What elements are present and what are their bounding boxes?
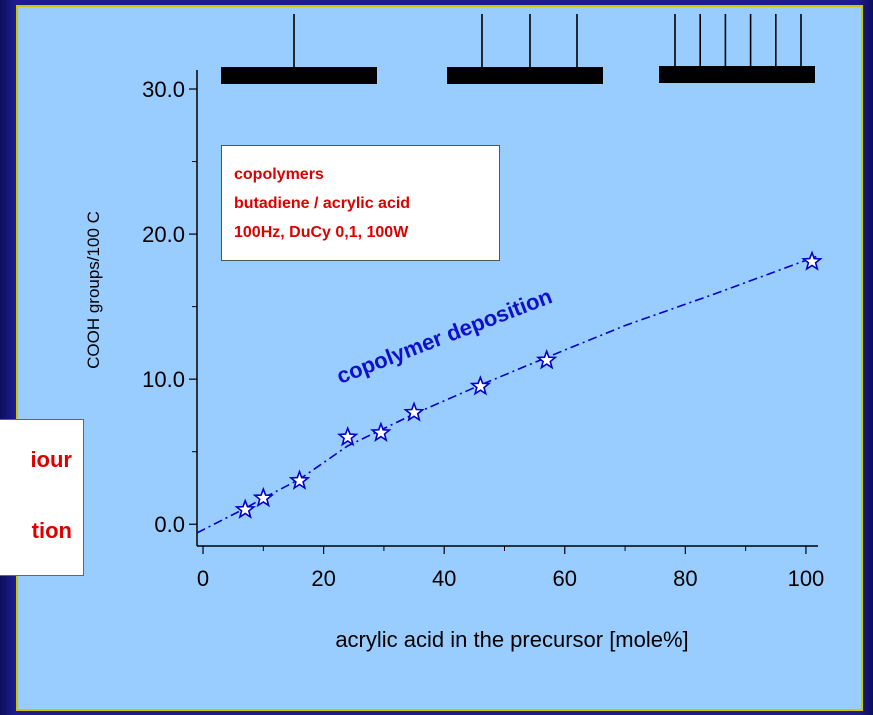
x-tick-label: 40 bbox=[432, 566, 456, 591]
x-tick-label: 60 bbox=[553, 566, 577, 591]
y-axis-label: COOH groups/100 C bbox=[84, 211, 103, 369]
y-tick-label: 30.0 bbox=[142, 77, 185, 102]
star-marker bbox=[252, 486, 275, 508]
y-tick-label: 10.0 bbox=[142, 367, 185, 392]
star-marker bbox=[801, 250, 823, 271]
side-note-line-2: tion bbox=[31, 518, 72, 543]
x-tick-label: 20 bbox=[311, 566, 335, 591]
star-marker bbox=[403, 401, 425, 422]
x-tick-label: 80 bbox=[673, 566, 697, 591]
legend-line-1: copolymers bbox=[234, 166, 324, 183]
x-tick-label: 100 bbox=[788, 566, 825, 591]
polymer-backbone bbox=[221, 67, 377, 84]
legend-line-2: butadiene / acrylic acid bbox=[234, 195, 411, 212]
y-tick-label: 0.0 bbox=[154, 512, 185, 537]
star-marker bbox=[234, 498, 256, 519]
star-marker bbox=[337, 425, 359, 447]
polymer-backbone bbox=[447, 67, 603, 84]
tick-marks bbox=[189, 88, 807, 554]
polymer-backbone bbox=[659, 66, 815, 83]
x-axis-label: acrylic acid in the precursor [mole%] bbox=[335, 627, 688, 652]
side-note-box: iour tion bbox=[0, 419, 84, 576]
plot-panel bbox=[16, 5, 863, 711]
star-marker bbox=[535, 349, 558, 370]
x-tick-label: 0 bbox=[197, 566, 209, 591]
star-marker bbox=[288, 469, 311, 490]
axes bbox=[196, 70, 818, 547]
y-tick-label: 20.0 bbox=[142, 222, 185, 247]
tick-labels: 0 20 40 60 80 100 0.0 10.0 20.0 30.0 bbox=[142, 77, 824, 591]
side-note-line-1: iour bbox=[30, 447, 72, 472]
polymer-structure-icons bbox=[221, 14, 815, 84]
star-marker bbox=[370, 421, 392, 442]
legend-box: copolymers butadiene / acrylic acid 100H… bbox=[221, 145, 500, 261]
copolymer-deposition-annotation: copolymer deposition bbox=[333, 283, 555, 388]
legend-line-3: 100Hz, DuCy 0,1, 100W bbox=[234, 224, 409, 241]
star-marker bbox=[469, 375, 492, 396]
data-points bbox=[234, 250, 823, 519]
